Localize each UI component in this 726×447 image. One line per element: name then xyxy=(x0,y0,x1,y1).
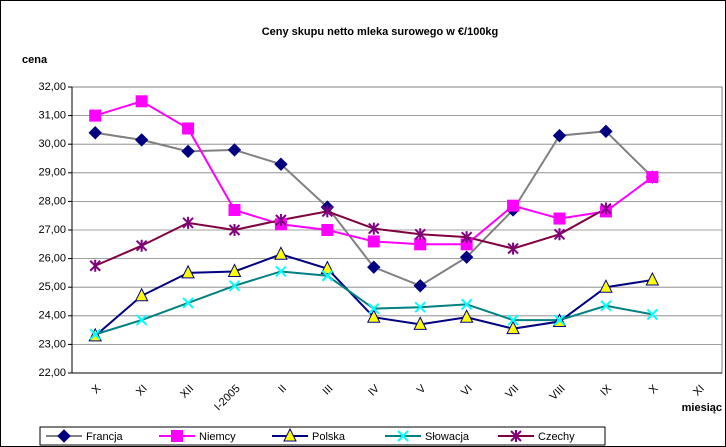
data-point xyxy=(182,122,195,135)
data-point xyxy=(414,238,427,251)
data-point xyxy=(134,133,149,147)
data-point xyxy=(228,224,241,236)
y-tick-label: 32,00 xyxy=(38,81,66,93)
y-tick-label: 29,00 xyxy=(38,167,66,179)
data-point xyxy=(507,314,519,326)
y-tick-label: 26,00 xyxy=(38,253,66,265)
data-point xyxy=(134,287,149,302)
legend-marker xyxy=(171,430,183,442)
data-point xyxy=(553,212,566,225)
data-point xyxy=(645,271,660,286)
data-point xyxy=(321,270,334,282)
data-point xyxy=(413,316,428,330)
data-point xyxy=(182,216,194,229)
data-point xyxy=(182,297,194,309)
data-point xyxy=(600,202,612,215)
data-point xyxy=(460,298,473,311)
data-point xyxy=(135,314,148,326)
y-tick-label: 24,00 xyxy=(38,310,66,322)
y-axis-label: cena xyxy=(22,54,48,66)
data-point xyxy=(367,235,380,248)
legend-label: Słowacja xyxy=(425,431,470,443)
data-point xyxy=(552,128,567,143)
data-point xyxy=(507,242,519,255)
legend-marker xyxy=(397,430,409,442)
data-point xyxy=(600,300,612,312)
data-point xyxy=(413,279,427,293)
y-tick-label: 31,00 xyxy=(38,110,66,122)
legend-marker xyxy=(283,427,297,442)
data-point xyxy=(368,222,380,235)
data-point xyxy=(599,279,613,293)
data-point xyxy=(599,124,613,139)
data-point xyxy=(88,126,102,140)
data-point xyxy=(228,280,241,292)
y-tick-label: 25,00 xyxy=(38,281,66,293)
data-point xyxy=(646,308,659,321)
data-point xyxy=(89,109,102,122)
series-line xyxy=(94,207,607,267)
data-point xyxy=(646,171,659,184)
data-point xyxy=(414,301,426,313)
data-point xyxy=(228,203,241,216)
data-point xyxy=(459,250,474,264)
data-point xyxy=(89,328,101,341)
data-point xyxy=(275,213,287,226)
data-point xyxy=(227,263,242,277)
data-point xyxy=(274,157,288,171)
data-point xyxy=(460,231,473,244)
y-tick-label: 27,00 xyxy=(38,224,66,236)
data-point xyxy=(367,260,381,274)
x-axis-label: miesiąc xyxy=(682,402,722,414)
data-point xyxy=(89,259,101,272)
y-tick-label: 22,00 xyxy=(38,367,66,379)
data-point xyxy=(135,239,148,252)
legend-marker xyxy=(510,430,522,442)
legend-label: Czechy xyxy=(538,431,575,443)
data-point xyxy=(321,224,334,236)
data-point xyxy=(506,320,520,335)
data-point xyxy=(275,265,287,278)
y-tick-label: 30,00 xyxy=(38,138,66,150)
legend-label: Polska xyxy=(312,431,346,443)
chart-title: Ceny skupu netto mleka surowego w €/100k… xyxy=(262,26,499,38)
data-point xyxy=(274,246,288,260)
legend-label: Francja xyxy=(86,431,124,443)
data-point xyxy=(181,144,195,159)
data-point xyxy=(366,309,381,323)
data-point xyxy=(135,95,148,108)
data-point xyxy=(368,302,380,315)
data-point xyxy=(414,228,426,241)
y-tick-label: 28,00 xyxy=(38,195,66,207)
y-tick-label: 23,00 xyxy=(38,338,66,350)
data-point xyxy=(181,264,195,279)
data-point xyxy=(321,205,334,218)
legend-marker xyxy=(57,429,71,443)
data-point xyxy=(507,199,520,212)
data-point xyxy=(459,309,474,323)
legend-label: Niemcy xyxy=(199,431,236,443)
data-point xyxy=(227,143,242,157)
data-point xyxy=(553,314,566,326)
data-point xyxy=(553,228,566,241)
data-point xyxy=(320,260,335,275)
